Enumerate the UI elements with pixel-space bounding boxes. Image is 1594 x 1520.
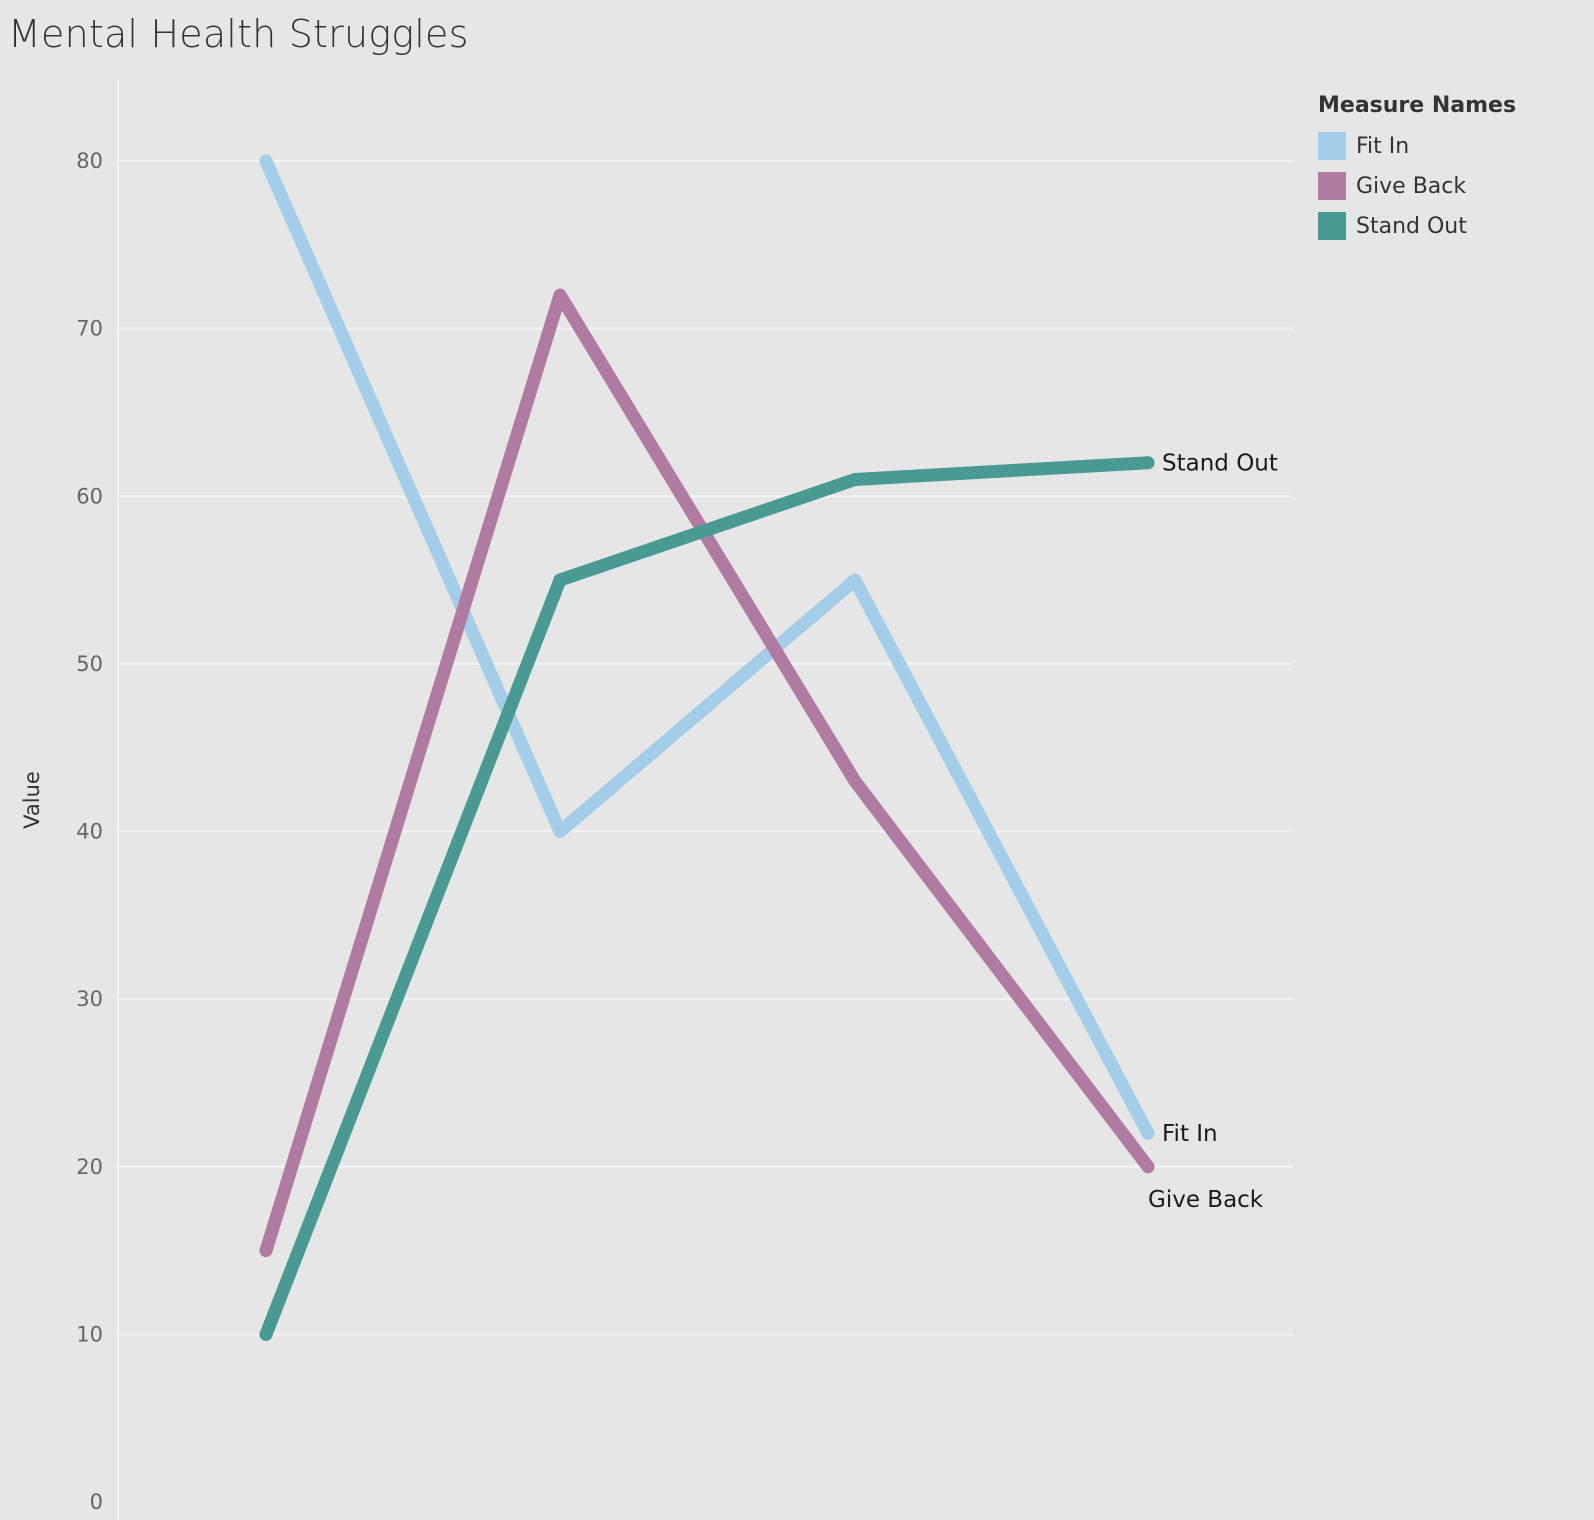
legend-label-stand-out: Stand Out: [1356, 213, 1467, 239]
y-tick-label-60: 60: [76, 484, 103, 508]
y-tick-label-40: 40: [76, 820, 103, 844]
y-tick-label-0: 0: [90, 1490, 103, 1514]
data-point-give-back-3[interactable]: [1141, 1160, 1155, 1174]
legend-item-stand-out[interactable]: Stand Out: [1318, 206, 1516, 246]
legend-title: Measure Names: [1318, 93, 1517, 118]
y-tick-label-10: 10: [76, 1322, 103, 1346]
legend-label-give-back: Give Back: [1356, 173, 1467, 199]
data-point-fit-in-2[interactable]: [848, 573, 862, 587]
y-axis-ticks: 0 10 20 30 40 50 60 70 80: [76, 149, 103, 1514]
data-point-stand-out-3[interactable]: [1141, 456, 1155, 470]
data-point-give-back-1[interactable]: [553, 288, 567, 302]
y-tick-label-30: 30: [76, 987, 103, 1011]
data-point-give-back-2[interactable]: [848, 774, 862, 788]
data-point-give-back-0[interactable]: [259, 1244, 273, 1258]
series-line-fit-in[interactable]: [259, 154, 1155, 1140]
y-tick-label-70: 70: [76, 317, 103, 341]
y-tick-label-20: 20: [76, 1155, 103, 1179]
series-lines: [259, 154, 1155, 1341]
legend[interactable]: Measure Names Fit In Give Back Stand Out: [1318, 93, 1516, 246]
data-point-fit-in-0[interactable]: [259, 154, 273, 168]
legend-swatch-fit-in: [1318, 132, 1346, 160]
chart-title: Mental Health Struggles: [8, 12, 469, 56]
data-point-fit-in-3[interactable]: [1141, 1126, 1155, 1140]
data-point-stand-out-1[interactable]: [553, 573, 567, 587]
legend-swatch-give-back: [1318, 172, 1346, 200]
legend-item-fit-in[interactable]: Fit In: [1318, 126, 1516, 166]
end-label-give-back: Give Back: [1148, 1187, 1264, 1213]
series-line-stand-out[interactable]: [259, 456, 1155, 1341]
series-line-give-back[interactable]: [259, 288, 1155, 1258]
y-tick-label-50: 50: [76, 652, 103, 676]
data-point-stand-out-0[interactable]: [259, 1327, 273, 1341]
data-point-stand-out-2[interactable]: [848, 472, 862, 486]
legend-swatch-stand-out: [1318, 212, 1346, 240]
legend-item-give-back[interactable]: Give Back: [1318, 166, 1516, 206]
gridlines: [118, 160, 1293, 1336]
data-point-fit-in-1[interactable]: [553, 825, 567, 838]
end-label-stand-out: Stand Out: [1162, 451, 1278, 477]
legend-label-fit-in: Fit In: [1356, 133, 1410, 159]
end-label-fit-in: Fit In: [1162, 1121, 1218, 1147]
series-end-labels: Fit In Give Back Stand Out: [1148, 451, 1278, 1213]
y-tick-label-80: 80: [76, 149, 103, 173]
legend-items: Fit In Give Back Stand Out: [1318, 126, 1516, 246]
y-axis-title: Value: [20, 771, 44, 829]
